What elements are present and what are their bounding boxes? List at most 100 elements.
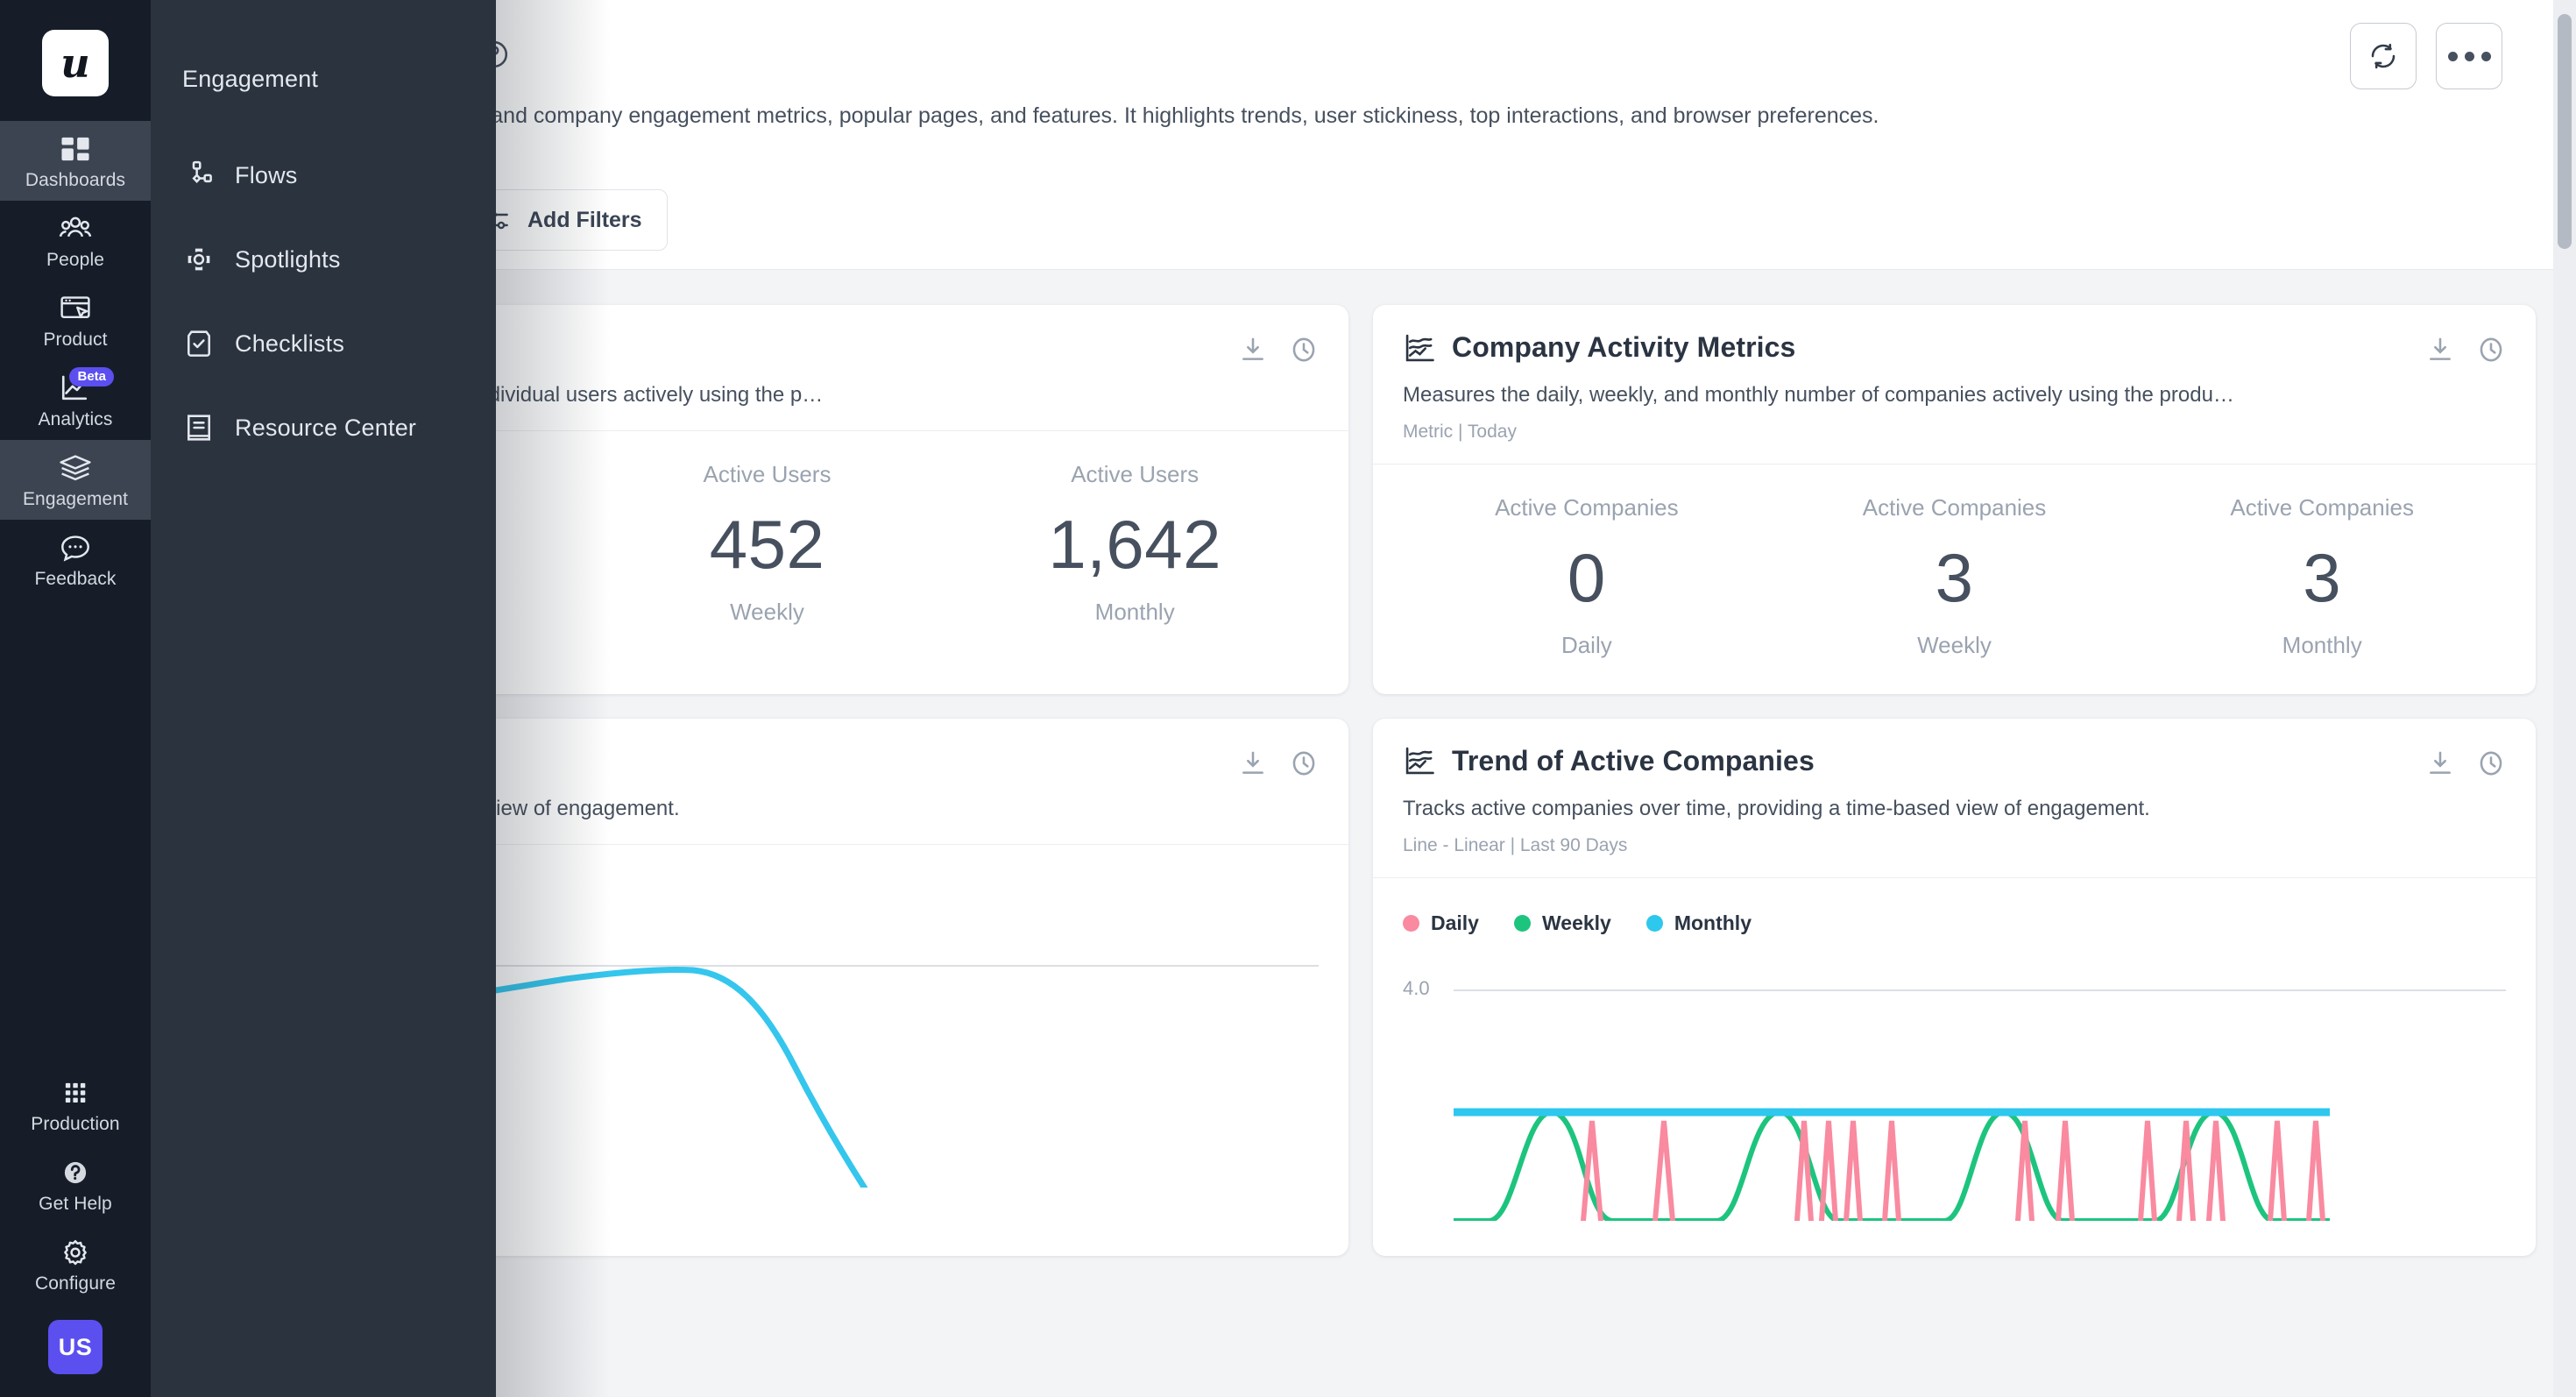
flyout-item-flows[interactable]: Flows xyxy=(182,133,496,217)
line-chart-icon xyxy=(1403,333,1436,363)
sidebar-item-label: Get Help xyxy=(39,1194,112,1214)
kpi-period: Daily xyxy=(1560,631,1612,658)
kpi-label: Active Companies xyxy=(2230,494,2414,521)
legend-item-weekly[interactable]: Weekly xyxy=(1513,911,1611,935)
kpi-period: Monthly xyxy=(1094,598,1175,625)
engagement-icon xyxy=(58,452,93,484)
kpi-label: Active Companies xyxy=(1862,494,2047,521)
flyout-item-checklists[interactable]: Checklists xyxy=(182,301,496,386)
sidebar-item-production[interactable]: Production xyxy=(0,1065,151,1145)
scrollbar-thumb[interactable] xyxy=(2558,14,2572,249)
top-actions xyxy=(2350,23,2502,89)
dashboards-icon xyxy=(58,133,93,165)
legend-label: Daily xyxy=(1431,911,1479,935)
sidebar-item-label: Dashboards xyxy=(25,170,126,190)
sidebar-item-product[interactable]: Product xyxy=(0,280,151,360)
rail-secondary-items: Production Get Help xyxy=(0,1065,151,1397)
chart-gridline xyxy=(216,965,1319,968)
card-title-row: Company Activity Metrics xyxy=(1403,331,2506,364)
card-actions xyxy=(1238,335,1319,365)
dashboard-description: ard tracks user and company engagement m… xyxy=(340,103,1879,128)
question-circle-icon xyxy=(58,1157,93,1188)
refresh-button[interactable] xyxy=(2350,23,2417,89)
card-header: Company Activity Metrics Measures the da… xyxy=(1373,305,2536,464)
beta-badge: Beta xyxy=(69,367,114,386)
download-icon[interactable] xyxy=(2425,335,2455,365)
download-icon[interactable] xyxy=(2425,748,2455,778)
y-axis-tick: 4.0 xyxy=(1403,977,1430,1000)
flyout-item-resource-center[interactable]: Resource Center xyxy=(182,386,496,470)
legend-swatch xyxy=(1513,915,1531,933)
kpi-period: Monthly xyxy=(2282,631,2362,658)
more-options-button[interactable] xyxy=(2436,23,2502,89)
legend-swatch xyxy=(1403,915,1419,933)
kpi-value: 0 xyxy=(1567,539,1606,617)
sidebar-item-engagement[interactable]: Engagement xyxy=(0,440,151,520)
flyout-item-label: Checklists xyxy=(235,330,345,357)
kpi-value: 3 xyxy=(1935,539,1974,617)
clock-icon[interactable] xyxy=(2476,335,2506,365)
flyout-item-spotlights[interactable]: Spotlights xyxy=(182,217,496,301)
more-horizontal-icon xyxy=(2447,51,2491,61)
download-icon[interactable] xyxy=(1238,748,1268,778)
kpi-period: Weekly xyxy=(1917,631,1992,658)
kpi-row: Active Companies 0 Daily Active Companie… xyxy=(1403,494,2506,659)
card-body: Active Users 452 Weekly Active Users 1,6… xyxy=(186,430,1348,661)
top-bar: ard tracks user and company engagement m… xyxy=(151,0,2576,174)
sidebar-item-label: Configure xyxy=(35,1273,116,1294)
avatar[interactable]: US xyxy=(48,1320,103,1374)
flyout-item-label: Resource Center xyxy=(235,414,417,441)
card-actions xyxy=(1238,748,1319,778)
kpi-monthly-users: Active Users 1,642 Monthly xyxy=(951,461,1319,626)
people-icon xyxy=(58,213,93,245)
kpi-monthly-companies: Active Companies 3 Monthly xyxy=(2138,494,2506,659)
line-chart-icon xyxy=(1403,746,1436,776)
flows-icon xyxy=(182,159,216,192)
sidebar-item-configure[interactable]: Configure xyxy=(0,1224,151,1304)
card-title: Trend of Active Companies xyxy=(1452,744,1815,777)
sidebar-item-dashboards[interactable]: Dashboards xyxy=(0,121,151,201)
sidebar-item-people[interactable]: People xyxy=(0,201,151,280)
download-icon[interactable] xyxy=(1238,335,1268,365)
refresh-icon xyxy=(2367,40,2399,72)
card-grid: Metrics kly, and monthly number of indiv… xyxy=(186,305,2536,1257)
app-logo[interactable]: u xyxy=(42,30,109,96)
legend-label: Monthly xyxy=(1674,911,1752,935)
legend-swatch xyxy=(1645,915,1663,933)
sidebar-item-label: People xyxy=(46,250,104,270)
card-subtitle: Measures the daily, weekly, and monthly … xyxy=(1403,383,2234,407)
clock-icon[interactable] xyxy=(1289,335,1319,365)
checklist-icon xyxy=(182,327,216,360)
filter-bar: Add Filters xyxy=(151,174,2576,270)
legend-item-daily[interactable]: Daily xyxy=(1403,911,1479,935)
sidebar-item-get-help[interactable]: Get Help xyxy=(0,1145,151,1224)
clock-icon[interactable] xyxy=(1289,748,1319,778)
kpi-weekly-companies: Active Companies 3 Weekly xyxy=(1771,494,2139,659)
chart-trend-active-companies: 4.0 xyxy=(1403,958,2506,1222)
vertical-scrollbar[interactable] xyxy=(2553,0,2576,1397)
chart-legend: Daily Weekly Monthly xyxy=(1403,908,2506,958)
dashboard-board: Metrics kly, and monthly number of indiv… xyxy=(151,270,2576,1397)
card-meta: Line - Linear | Last 90 Days xyxy=(1403,835,1628,856)
card-title: Company Activity Metrics xyxy=(1452,331,1796,363)
kpi-value: 452 xyxy=(709,506,825,584)
rail-primary-items: Dashboards People xyxy=(0,121,151,599)
product-icon xyxy=(58,293,93,324)
sidebar-item-analytics[interactable]: Beta Analytics xyxy=(0,360,151,440)
kpi-label: Active Companies xyxy=(1495,494,1679,521)
kpi-value: 3 xyxy=(2303,539,2342,617)
sidebar-item-label: Feedback xyxy=(34,569,117,589)
flyout-title: Engagement xyxy=(182,66,319,92)
primary-nav-rail: u Dashboards xyxy=(0,0,151,1397)
flyout-list: Flows Spotlights xyxy=(182,133,496,470)
sidebar-item-label: Analytics xyxy=(38,409,113,429)
sidebar-item-label: Product xyxy=(43,330,108,350)
clock-icon[interactable] xyxy=(2476,748,2506,778)
sidebar-item-feedback[interactable]: Feedback xyxy=(0,520,151,599)
legend-item-monthly[interactable]: Monthly xyxy=(1645,911,1752,935)
card-meta: Metric | Today xyxy=(1403,422,1517,443)
gear-icon xyxy=(58,1237,93,1268)
card-subtitle: Tracks active companies over time, provi… xyxy=(1403,796,2150,820)
add-filters-label: Add Filters xyxy=(527,207,642,232)
